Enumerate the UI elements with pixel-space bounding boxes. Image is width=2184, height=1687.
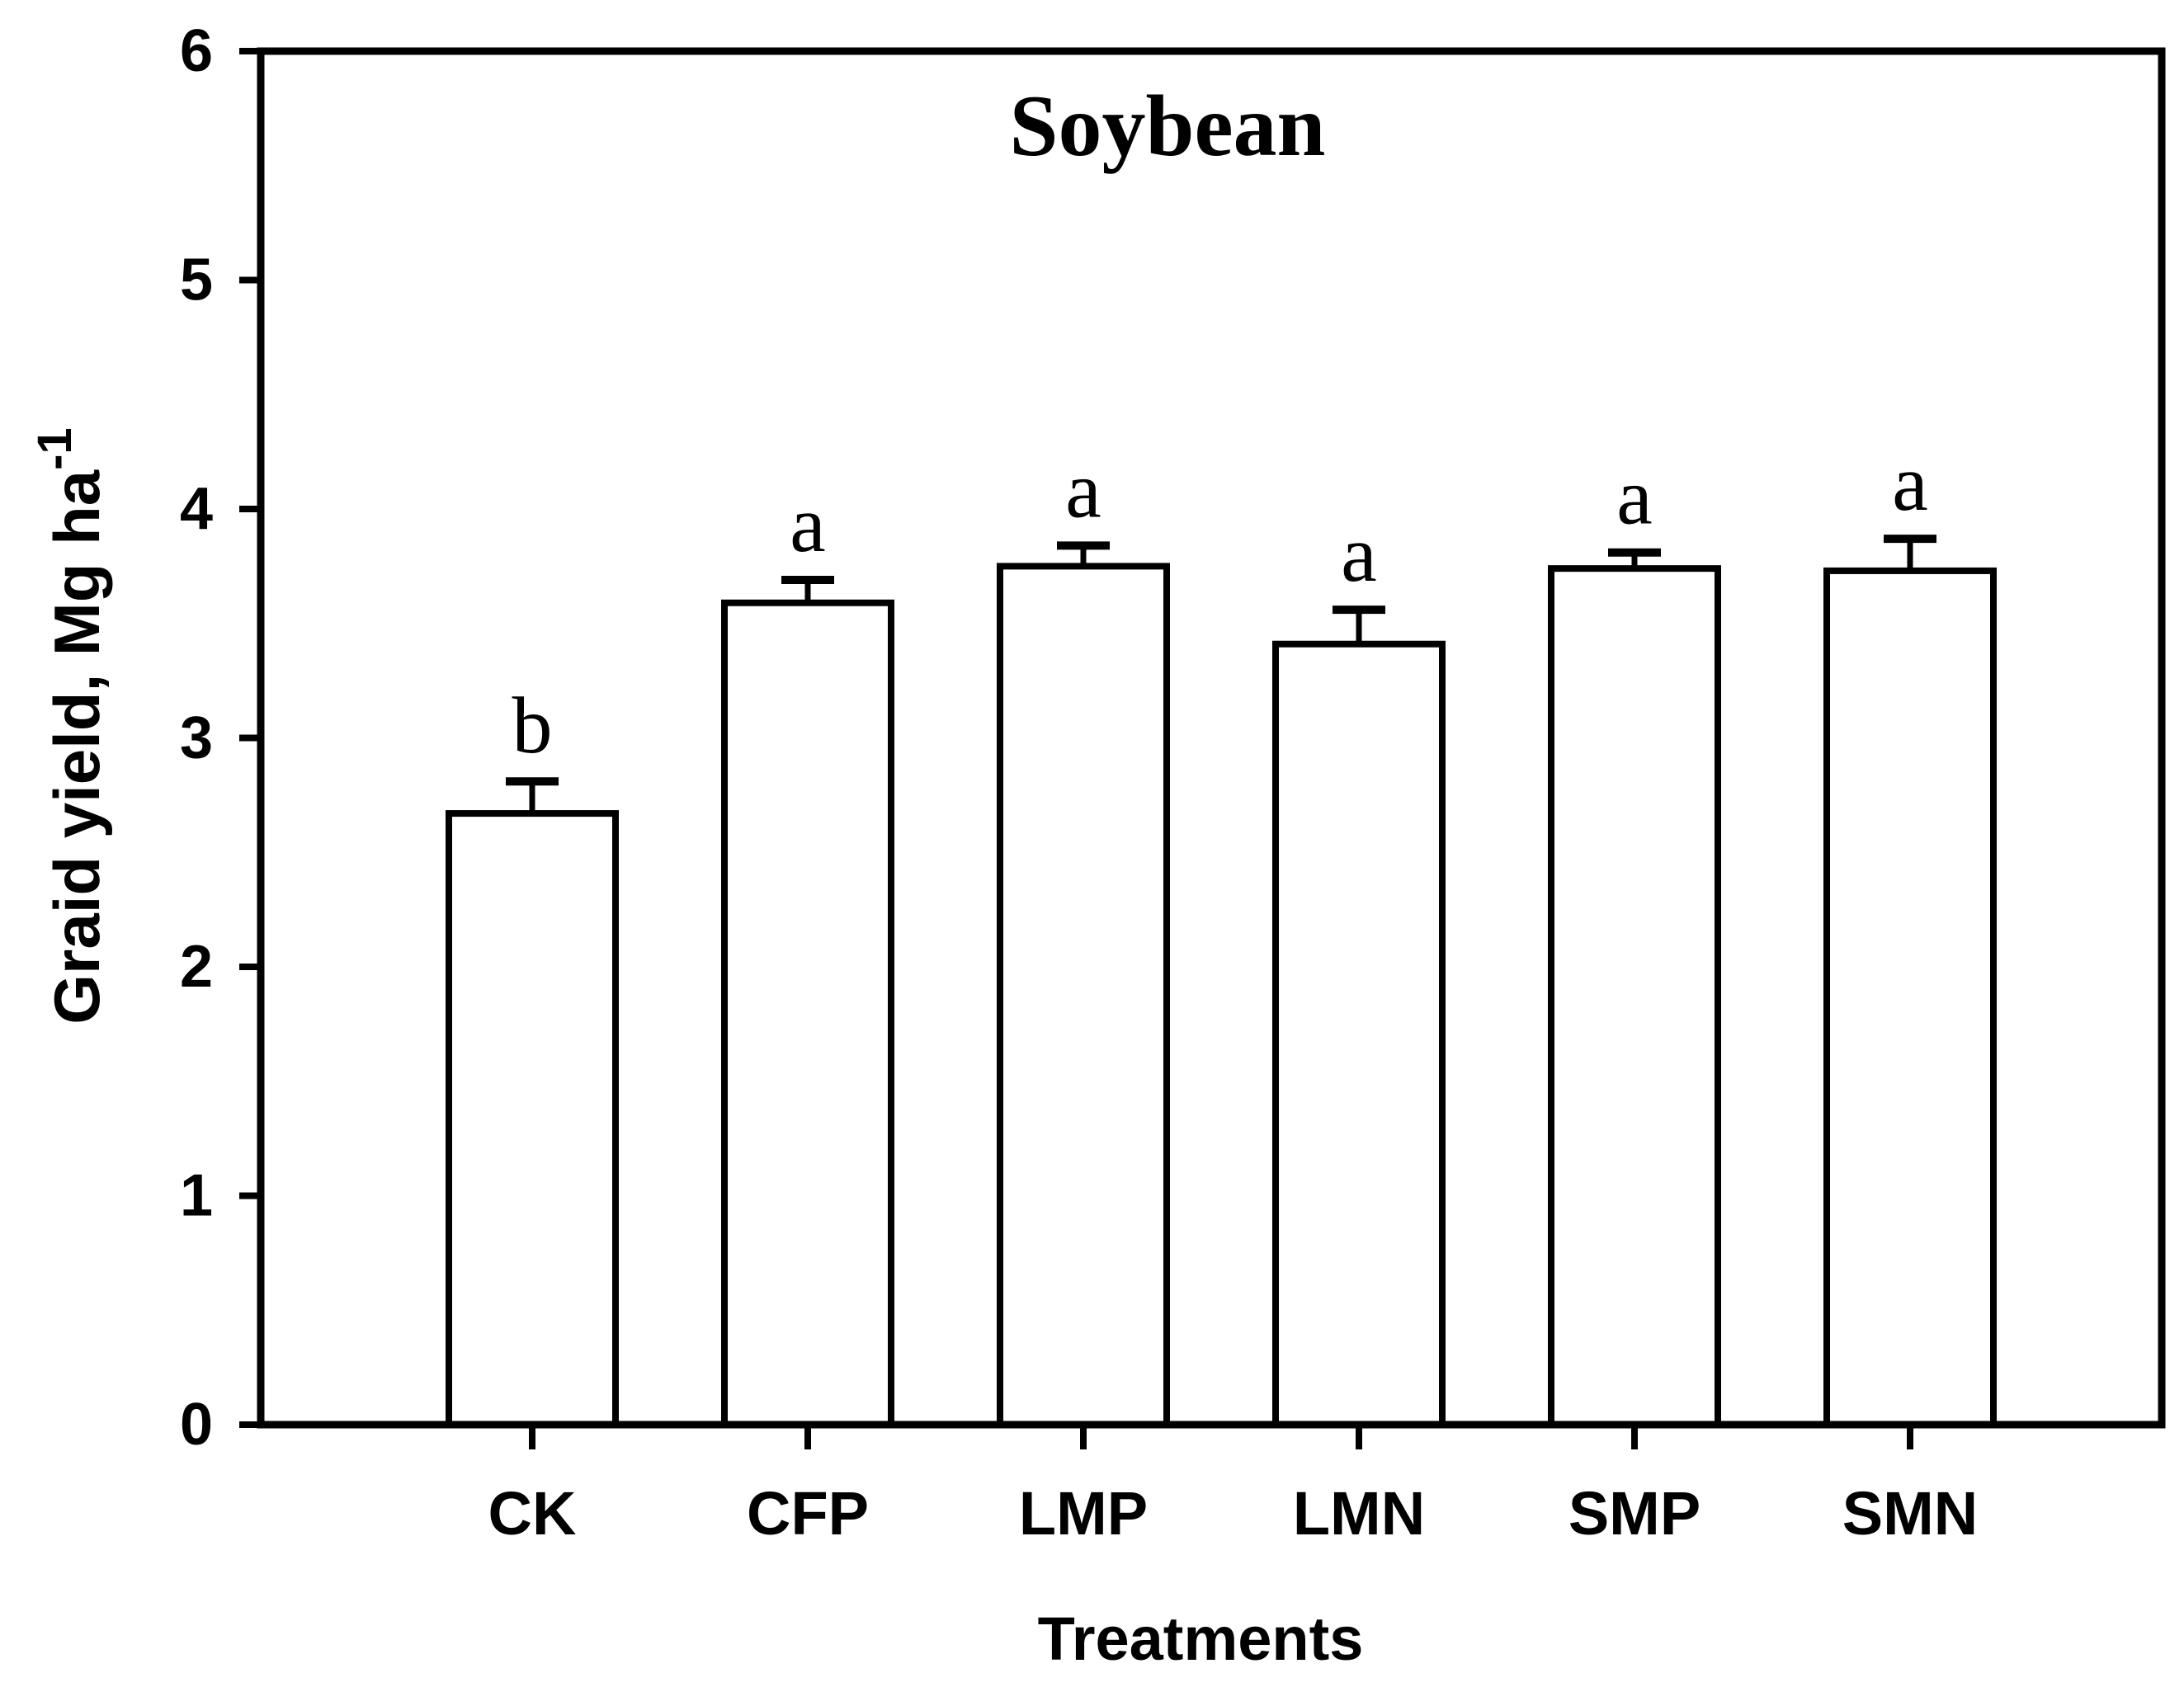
sig-letter-SMP: a xyxy=(1616,453,1653,542)
y-axis-title-superscript: -1 xyxy=(28,427,82,470)
x-tick-label-SMN: SMN xyxy=(1842,1479,1978,1548)
y-axis-title-main: Graid yield, Mg ha xyxy=(40,469,113,1024)
sig-letter-CFP: a xyxy=(790,480,826,569)
x-tick-label-SMP: SMP xyxy=(1568,1479,1701,1548)
y-tick-label-1: 1 xyxy=(180,1163,213,1229)
x-tick-label-LMN: LMN xyxy=(1293,1479,1425,1548)
y-tick-label-0: 0 xyxy=(180,1392,213,1458)
y-tick-label-4: 4 xyxy=(180,476,213,542)
plot-area: b a a a a a 0 1 2 3 4 5 6 CK CFP LMP LMN SMP SMN xyxy=(180,18,2166,1548)
chart-title: Soybean xyxy=(1010,78,1326,174)
sig-letter-LMP: a xyxy=(1065,445,1101,535)
sig-letter-SMN: a xyxy=(1892,439,1928,528)
x-tick-label-CK: CK xyxy=(488,1479,577,1548)
x-tick-label-CFP: CFP xyxy=(747,1479,869,1548)
x-axis-title: Treatments xyxy=(1038,1605,1364,1673)
x-tick-label-LMP: LMP xyxy=(1019,1479,1148,1548)
bar-SMP xyxy=(1548,565,1721,1428)
y-tick-label-6: 6 xyxy=(180,18,213,84)
bar-LMN xyxy=(1272,640,1446,1428)
bar-CFP xyxy=(721,599,894,1428)
plot-box xyxy=(257,47,2166,1429)
y-tick-label-3: 3 xyxy=(180,705,213,771)
y-tick-label-5: 5 xyxy=(180,247,213,313)
sig-letter-LMN: a xyxy=(1341,510,1377,599)
bar-LMP xyxy=(997,563,1170,1428)
bar-SMN xyxy=(1823,567,1997,1428)
y-axis-title: Graid yield, Mg ha-1 xyxy=(28,427,113,1024)
bar-CK xyxy=(446,810,619,1428)
y-tick-label-2: 2 xyxy=(180,934,213,1000)
sig-letter-CK: b xyxy=(512,681,553,770)
